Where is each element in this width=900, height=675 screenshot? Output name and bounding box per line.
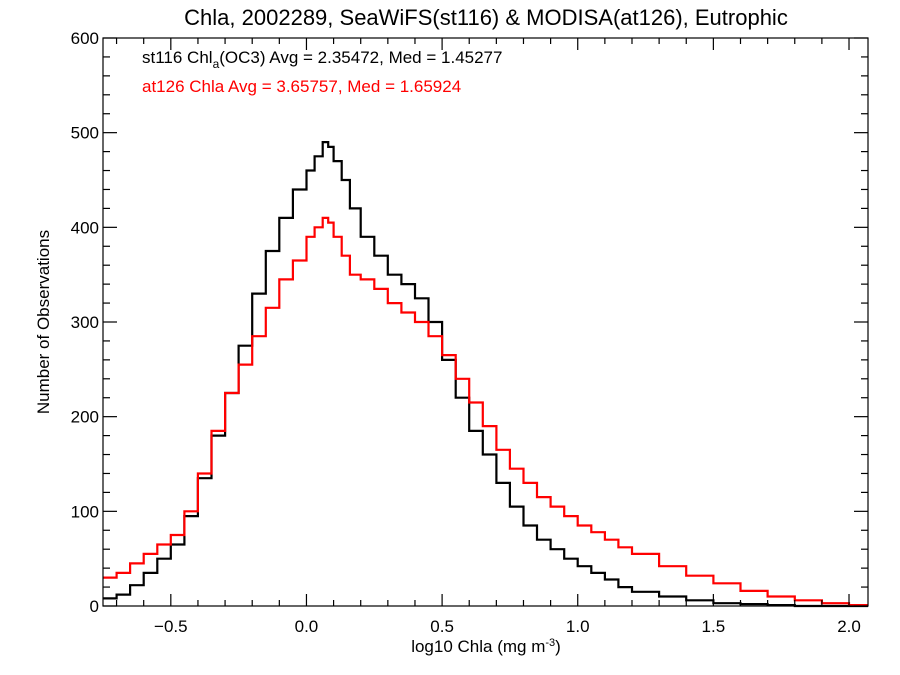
plot-frame — [102, 37, 869, 607]
series-line-at126 — [103, 216, 868, 607]
x-tick-label: 2.0 — [837, 617, 861, 636]
x-axis-label: log10 Chla (mg m-3) — [411, 637, 561, 656]
y-axis-label: Number of Observations — [34, 230, 53, 414]
x-tick-label: 1.0 — [566, 617, 590, 636]
x-tick-label: 1.5 — [702, 617, 726, 636]
y-tick-label: 100 — [71, 502, 99, 521]
series-line-st116 — [103, 141, 868, 608]
y-tick-label: 300 — [71, 313, 99, 332]
y-tick-label: 600 — [71, 29, 99, 48]
x-tick-label: 0.5 — [430, 617, 454, 636]
chart-title: Chla, 2002289, SeaWiFS(st116) & MODISA(a… — [184, 5, 788, 30]
y-tick-label: 400 — [71, 218, 99, 237]
annotation-at126: at126 Chla Avg = 3.65757, Med = 1.65924 — [142, 77, 461, 96]
y-tick-label: 200 — [71, 408, 99, 427]
y-tick-label: 500 — [71, 124, 99, 143]
annotation-st116: st116 Chla(OC3) Avg = 2.35472, Med = 1.4… — [142, 48, 502, 71]
x-tick-label: −0.5 — [154, 617, 188, 636]
x-tick-label: 0.0 — [295, 617, 319, 636]
y-tick-label: 0 — [90, 597, 99, 616]
